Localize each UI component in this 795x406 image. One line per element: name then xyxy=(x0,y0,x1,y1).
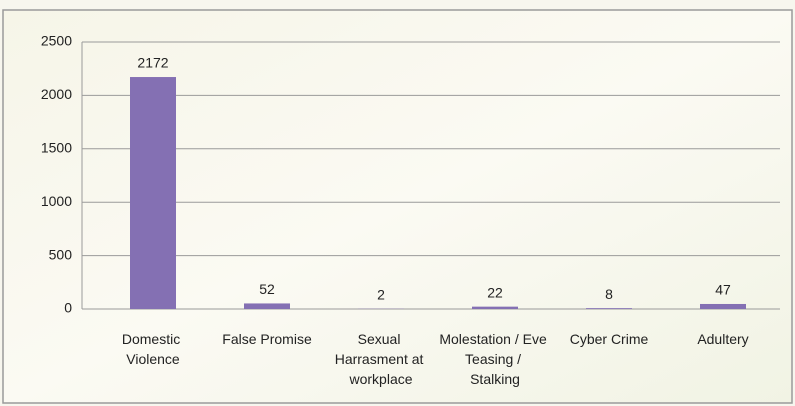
x-tick-label: Molestation / Eve Teasing / Stalking xyxy=(439,331,550,387)
data-label: 22 xyxy=(487,284,503,300)
y-tick-label: 0 xyxy=(64,300,72,316)
bar xyxy=(244,303,290,309)
data-label: 47 xyxy=(715,282,731,298)
bar xyxy=(472,306,518,309)
y-tick-label: 2500 xyxy=(41,33,72,49)
bar xyxy=(130,77,176,310)
data-label: 8 xyxy=(605,286,613,302)
y-tick-label: 500 xyxy=(49,246,73,262)
x-tick-label: Sexual Harrasment at workplace xyxy=(335,331,428,387)
x-tick-label: False Promise xyxy=(222,331,312,347)
y-tick-label: 1500 xyxy=(41,140,72,156)
y-tick-label: 1000 xyxy=(41,193,72,209)
x-tick-label: Cyber Crime xyxy=(570,331,649,347)
data-label: 52 xyxy=(259,281,275,297)
x-tick-label: Domestic Violence xyxy=(122,331,184,367)
data-label: 2 xyxy=(377,286,385,302)
bar xyxy=(586,308,632,309)
bar xyxy=(700,303,746,309)
y-tick-label: 2000 xyxy=(41,86,72,102)
x-tick-label: Adultery xyxy=(697,331,748,347)
data-label: 2172 xyxy=(137,55,168,71)
